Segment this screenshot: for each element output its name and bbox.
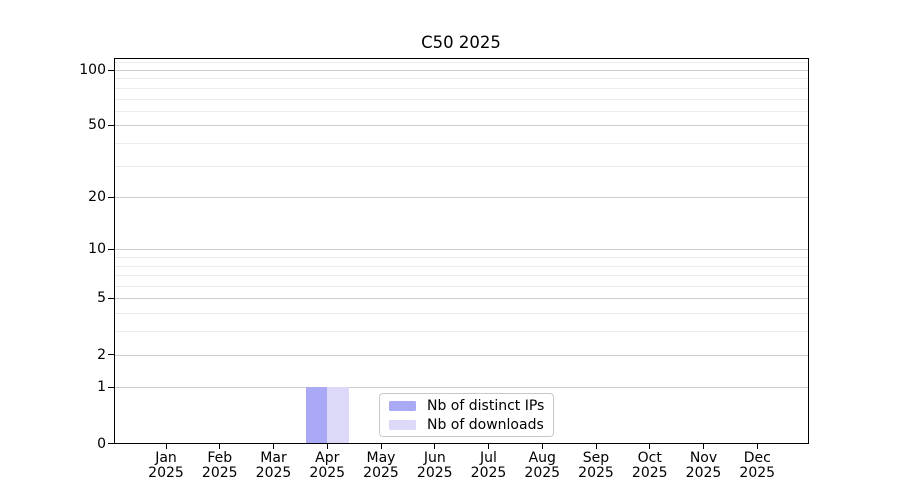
y-tick-label: 10 xyxy=(88,241,106,258)
x-tick-label: Nov 2025 xyxy=(671,449,737,482)
legend-swatch xyxy=(389,420,416,430)
bar-downloads xyxy=(327,387,349,444)
x-tick-mark xyxy=(326,444,328,449)
x-tick-year: 2025 xyxy=(470,465,507,481)
x-tick-mark xyxy=(488,444,489,449)
y-gridline-minor xyxy=(114,78,808,80)
x-tick-month: May xyxy=(366,449,396,466)
y-tick-mark xyxy=(108,248,114,250)
y-gridline-minor xyxy=(114,98,808,100)
y-gridline-minor xyxy=(114,286,808,288)
x-tick-year: 2025 xyxy=(578,465,614,481)
y-gridline-major xyxy=(114,298,808,300)
x-tick-year: 2025 xyxy=(739,465,776,481)
x-tick-year: 2025 xyxy=(255,465,292,481)
bar-distinct-ips xyxy=(305,387,328,444)
y-tick-mark xyxy=(108,386,114,388)
x-tick-year: 2025 xyxy=(309,465,346,481)
y-gridline-major xyxy=(114,70,808,71)
x-tick-year: 2025 xyxy=(524,465,561,481)
y-gridline-major xyxy=(114,197,808,199)
x-tick-year: 2025 xyxy=(201,465,238,481)
x-tick-month: Jun xyxy=(423,449,446,466)
x-tick-mark xyxy=(434,444,436,449)
x-tick-mark xyxy=(649,444,651,449)
y-tick-label: 5 xyxy=(97,290,106,307)
y-gridline-major xyxy=(114,249,808,251)
y-tick-label: 1 xyxy=(97,379,106,396)
x-tick-label: Jul 2025 xyxy=(456,449,522,482)
y-gridline-major xyxy=(114,354,808,356)
y-gridline-minor xyxy=(114,331,808,333)
x-tick-label: Jan 2025 xyxy=(133,449,199,482)
y-gridline-major xyxy=(114,387,808,389)
legend-label: Nb of downloads xyxy=(427,417,544,433)
x-tick-label: Feb 2025 xyxy=(187,449,253,482)
chart-title: C50 2025 xyxy=(421,33,501,52)
x-tick-mark xyxy=(219,444,221,449)
x-tick-month: Nov xyxy=(689,449,718,466)
y-gridline-minor xyxy=(114,142,808,144)
x-tick-label: Aug 2025 xyxy=(509,449,575,482)
plot-border xyxy=(113,58,809,444)
y-tick-label: 20 xyxy=(88,189,106,206)
x-tick-year: 2025 xyxy=(631,465,668,481)
y-tick-mark xyxy=(108,124,114,126)
x-tick-label: Jun 2025 xyxy=(402,449,468,482)
y-gridline-minor xyxy=(114,110,808,112)
y-gridline-minor xyxy=(114,275,808,277)
x-tick-year: 2025 xyxy=(148,465,184,481)
x-tick-mark xyxy=(165,444,167,449)
x-tick-year: 2025 xyxy=(685,465,722,481)
x-tick-label: Apr 2025 xyxy=(294,449,360,482)
y-gridline-minor xyxy=(114,257,808,259)
y-gridline-minor xyxy=(114,313,808,315)
x-tick-month: Dec xyxy=(743,449,771,466)
x-tick-label: Mar 2025 xyxy=(241,449,307,482)
x-tick-mark xyxy=(595,444,597,449)
legend: Nb of distinct IPs Nb of downloads xyxy=(379,393,555,437)
y-gridline-minor xyxy=(114,87,808,89)
x-tick-month: Oct xyxy=(637,449,662,466)
y-gridline-minor xyxy=(114,62,808,64)
y-tick-label: 50 xyxy=(88,117,106,134)
y-gridline-major xyxy=(114,125,808,127)
legend-swatch xyxy=(389,401,416,411)
x-tick-label: Sep 2025 xyxy=(563,449,629,482)
x-tick-month: Feb xyxy=(207,449,233,466)
y-tick-mark xyxy=(108,196,114,198)
legend-label: Nb of distinct IPs xyxy=(427,398,545,414)
x-tick-year: 2025 xyxy=(416,465,453,481)
y-tick-mark xyxy=(108,297,114,299)
legend-item: Nb of distinct IPs xyxy=(389,399,544,413)
y-gridline-minor xyxy=(114,265,808,267)
y-tick-mark xyxy=(108,354,114,356)
x-tick-month: Mar xyxy=(260,449,287,466)
x-tick-mark xyxy=(541,444,543,449)
x-tick-mark xyxy=(273,444,274,449)
legend-item: Nb of downloads xyxy=(389,418,544,432)
y-gridline-minor xyxy=(114,165,808,167)
y-tick-mark xyxy=(108,443,114,444)
y-tick-label: 2 xyxy=(97,346,106,363)
x-tick-month: Aug xyxy=(528,449,556,466)
x-tick-mark xyxy=(380,444,382,449)
x-tick-month: Sep xyxy=(582,449,610,466)
x-tick-label: May 2025 xyxy=(348,449,414,482)
x-tick-year: 2025 xyxy=(363,465,399,481)
x-tick-month: Jan xyxy=(155,449,177,466)
y-tick-mark xyxy=(108,69,114,71)
x-tick-label: Dec 2025 xyxy=(724,449,790,482)
y-tick-label: 100 xyxy=(79,62,106,78)
x-tick-month: Apr xyxy=(315,449,340,466)
y-tick-label: 0 xyxy=(97,435,106,452)
x-tick-mark xyxy=(703,444,704,449)
x-tick-mark xyxy=(756,444,758,449)
x-tick-label: Oct 2025 xyxy=(617,449,683,482)
x-tick-month: Jul xyxy=(480,449,497,466)
